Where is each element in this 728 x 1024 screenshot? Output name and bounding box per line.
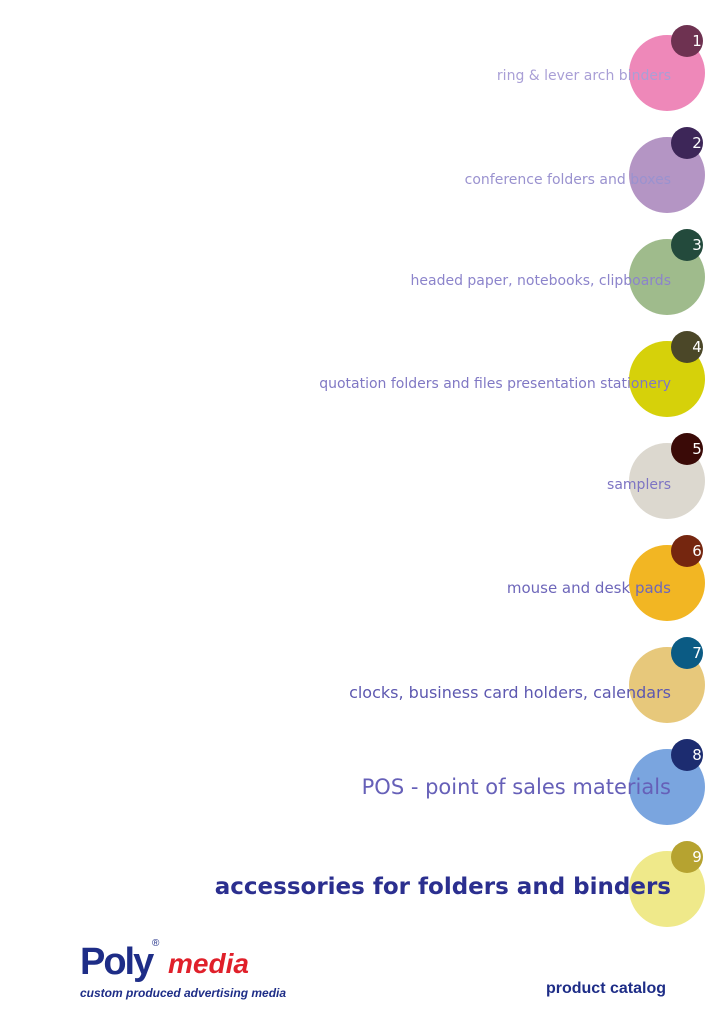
logo-poly-text: Poly — [80, 941, 154, 983]
category-label[interactable]: POS - point of sales materials — [361, 775, 671, 799]
category-number: 3 — [692, 236, 702, 254]
category-label[interactable]: accessories for folders and binders — [214, 874, 671, 900]
category-1[interactable]: 1 ring & lever arch binders — [0, 25, 728, 125]
category-number-badge: 9 — [671, 841, 703, 873]
category-2[interactable]: 2 conference folders and boxes — [0, 127, 728, 227]
category-number-badge: 5 — [671, 433, 703, 465]
category-4[interactable]: 4 quotation folders and files presentatio… — [0, 331, 728, 431]
category-number-badge: 6 — [671, 535, 703, 567]
category-number-badge: 8 — [671, 739, 703, 771]
category-number: 7 — [692, 644, 702, 662]
category-label[interactable]: samplers — [607, 477, 671, 493]
category-number: 6 — [692, 542, 702, 560]
category-number-badge: 4 — [671, 331, 703, 363]
category-number: 8 — [692, 746, 702, 764]
category-number: 4 — [692, 338, 702, 356]
category-number-badge: 3 — [671, 229, 703, 261]
category-label[interactable]: conference folders and boxes — [464, 172, 671, 188]
category-number: 9 — [692, 848, 702, 866]
category-label[interactable]: ring & lever arch binders — [496, 68, 671, 84]
category-number: 2 — [692, 134, 702, 152]
category-number: 1 — [692, 32, 702, 50]
product-catalog-label: product catalog — [545, 980, 666, 997]
category-number-badge: 1 — [671, 25, 703, 57]
logo-tagline: custom produced advertising media — [80, 986, 287, 1000]
category-label[interactable]: clocks, business card holders, calendars — [349, 683, 671, 702]
category-7[interactable]: 7 clocks, business card holders, calendar… — [0, 637, 728, 737]
category-number-badge: 2 — [671, 127, 703, 159]
registered-mark: ® — [152, 938, 160, 949]
category-label[interactable]: headed paper, notebooks, clipboards — [410, 273, 671, 289]
logo-media-text: media — [168, 948, 249, 979]
category-6[interactable]: 6 mouse and desk pads — [0, 535, 728, 635]
category-5[interactable]: 5 samplers — [0, 433, 728, 533]
polymedia-logo: Poly ® media custom produced advertising… — [80, 938, 286, 1002]
category-9[interactable]: 9 accessories for folders and binders — [0, 841, 728, 941]
category-number-badge: 7 — [671, 637, 703, 669]
category-label[interactable]: quotation folders and files presentation… — [319, 376, 671, 392]
category-number: 5 — [692, 440, 702, 458]
category-label[interactable]: mouse and desk pads — [506, 579, 671, 597]
category-8[interactable]: 8 POS - point of sales materials — [0, 739, 728, 839]
category-3[interactable]: 3 headed paper, notebooks, clipboards — [0, 229, 728, 329]
